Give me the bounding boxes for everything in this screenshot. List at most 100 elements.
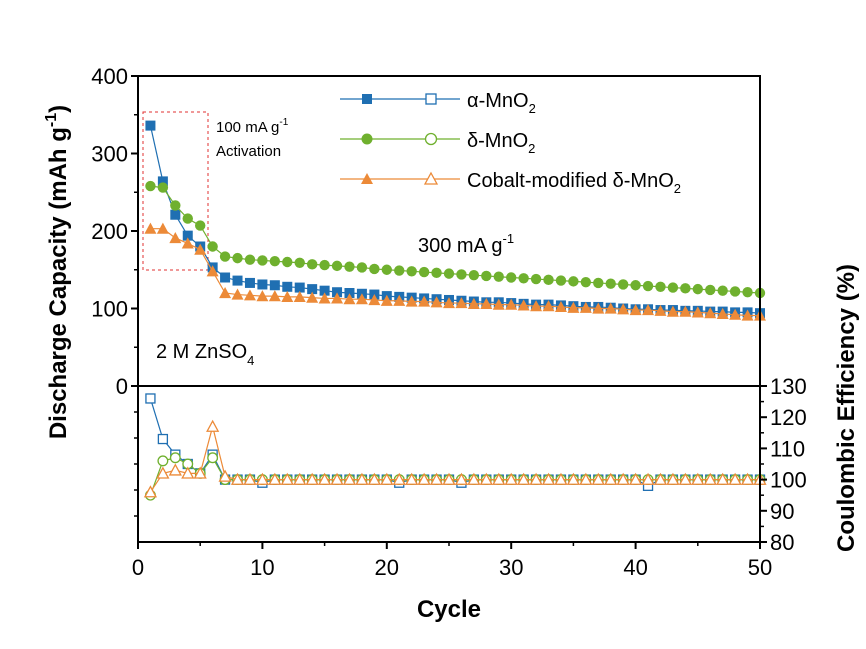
capacity-point-alpha	[319, 285, 330, 296]
capacity-point-cobalt	[169, 231, 182, 244]
capacity-point-alpha	[170, 209, 181, 220]
capacity-point-cobalt	[443, 297, 455, 309]
efficiency-point-cobalt	[566, 472, 580, 485]
efficiency-point-cobalt	[367, 472, 381, 485]
efficiency-point-delta	[207, 452, 219, 464]
capacity-point-cobalt	[530, 300, 543, 312]
efficiency-point-cobalt	[380, 472, 394, 485]
capacity-point-alpha	[257, 279, 268, 290]
efficiency-point-cobalt	[318, 472, 332, 485]
efficiency-point-cobalt	[641, 472, 655, 485]
efficiency-point-cobalt	[629, 472, 643, 485]
legend-marker-filled-cobalt	[361, 173, 373, 184]
efficiency-point-cobalt	[168, 463, 182, 476]
capacity-point-delta	[207, 241, 218, 252]
capacity-point-cobalt	[567, 301, 580, 313]
legend: α-MnO2 δ-MnO2 Cobalt-modified δ-MnO2	[340, 90, 681, 196]
capacity-point-delta	[630, 280, 641, 291]
efficiency-point-cobalt	[591, 472, 605, 485]
efficiency-point-delta	[169, 452, 181, 464]
main-rate-label: 300 mA g-1	[418, 231, 514, 257]
x-tick-label: 50	[748, 555, 772, 580]
efficiency-point-cobalt	[541, 472, 556, 485]
y-axis-title-right: Coulombic Efficiency (%)	[833, 264, 860, 552]
capacity-point-delta	[182, 213, 193, 224]
capacity-point-delta	[705, 284, 716, 296]
efficiency-point-cobalt	[691, 472, 705, 485]
y-tick-label-right: 110	[770, 436, 805, 461]
y-tick-label-right: 100	[770, 468, 807, 493]
capacity-point-delta	[319, 259, 330, 271]
ticks-layer: 0 10 20 30 40 50 0 100 200 300 400 80 90 100 110 120 130	[91, 64, 806, 580]
activation-box	[142, 111, 209, 271]
efficiency-point-alpha	[157, 433, 169, 445]
capacity-point-alpha	[182, 230, 193, 241]
legend-item-delta: δ-MnO2	[340, 130, 535, 156]
capacity-point-alpha	[244, 277, 255, 288]
capacity-point-cobalt	[418, 295, 431, 307]
capacity-point-cobalt	[181, 237, 194, 249]
capacity-point-delta	[518, 273, 529, 284]
efficiency-point-cobalt	[653, 472, 668, 485]
capacity-point-delta	[742, 287, 753, 298]
efficiency-point-cobalt	[454, 472, 469, 485]
y-tick-label-right: 90	[770, 499, 794, 524]
capacity-point-delta	[642, 280, 654, 292]
capacity-point-delta	[394, 265, 405, 276]
capacity-point-cobalt	[430, 296, 443, 308]
capacity-point-delta	[369, 263, 380, 275]
efficiency-point-cobalt	[230, 472, 245, 485]
capacity-point-delta	[257, 255, 268, 266]
capacity-point-cobalt	[691, 306, 704, 318]
legend-marker-filled-alpha	[362, 94, 372, 104]
capacity-point-cobalt	[629, 304, 642, 316]
capacity-point-delta	[344, 261, 355, 272]
capacity-point-delta	[331, 260, 343, 272]
capacity-point-delta	[418, 266, 430, 278]
efficiency-point-cobalt	[429, 472, 444, 485]
capacity-point-cobalt	[293, 290, 306, 302]
efficiency-point-cobalt	[492, 472, 506, 485]
capacity-point-cobalt	[206, 265, 219, 277]
capacity-point-alpha	[294, 282, 305, 293]
capacity-point-alpha	[344, 288, 355, 298]
capacity-point-cobalt	[604, 302, 617, 314]
capacity-point-delta	[667, 282, 679, 293]
capacity-point-delta	[406, 266, 417, 277]
capacity-point-delta	[692, 283, 703, 295]
capacity-point-cobalt	[704, 307, 717, 319]
capacity-point-cobalt	[542, 300, 555, 312]
capacity-point-cobalt	[666, 305, 679, 317]
capacity-point-delta	[729, 286, 741, 297]
efficiency-point-cobalt	[218, 469, 232, 482]
capacity-point-cobalt	[617, 303, 630, 315]
capacity-point-delta	[219, 251, 231, 262]
legend-label-cobalt: Cobalt-modified δ-MnO2	[467, 170, 681, 196]
capacity-point-delta	[593, 277, 604, 289]
efficiency-point-cobalt	[604, 472, 618, 485]
efficiency-point-cobalt	[740, 472, 755, 485]
capacity-point-delta	[617, 279, 629, 290]
efficiency-point-delta	[157, 455, 169, 467]
capacity-point-cobalt	[256, 290, 269, 302]
legend-item-alpha: α-MnO2	[340, 90, 536, 116]
capacity-point-delta	[456, 269, 467, 280]
efficiency-point-cobalt	[442, 472, 456, 485]
capacity-point-alpha	[332, 287, 343, 298]
activation-label: Activation	[216, 143, 281, 160]
capacity-point-cobalt	[268, 290, 281, 302]
efficiency-point-cobalt	[293, 472, 307, 485]
capacity-point-cobalt	[654, 304, 667, 316]
capacity-point-cobalt	[716, 307, 729, 320]
capacity-point-alpha	[145, 120, 156, 131]
capacity-point-cobalt	[343, 293, 356, 305]
efficiency-point-cobalt	[305, 472, 319, 485]
capacity-point-delta	[655, 281, 666, 292]
efficiency-point-cobalt	[280, 472, 294, 485]
capacity-point-delta	[269, 256, 281, 267]
capacity-point-cobalt	[517, 299, 530, 311]
capacity-point-delta	[282, 256, 293, 268]
efficiency-point-cobalt	[666, 472, 680, 485]
capacity-point-cobalt	[144, 222, 157, 234]
